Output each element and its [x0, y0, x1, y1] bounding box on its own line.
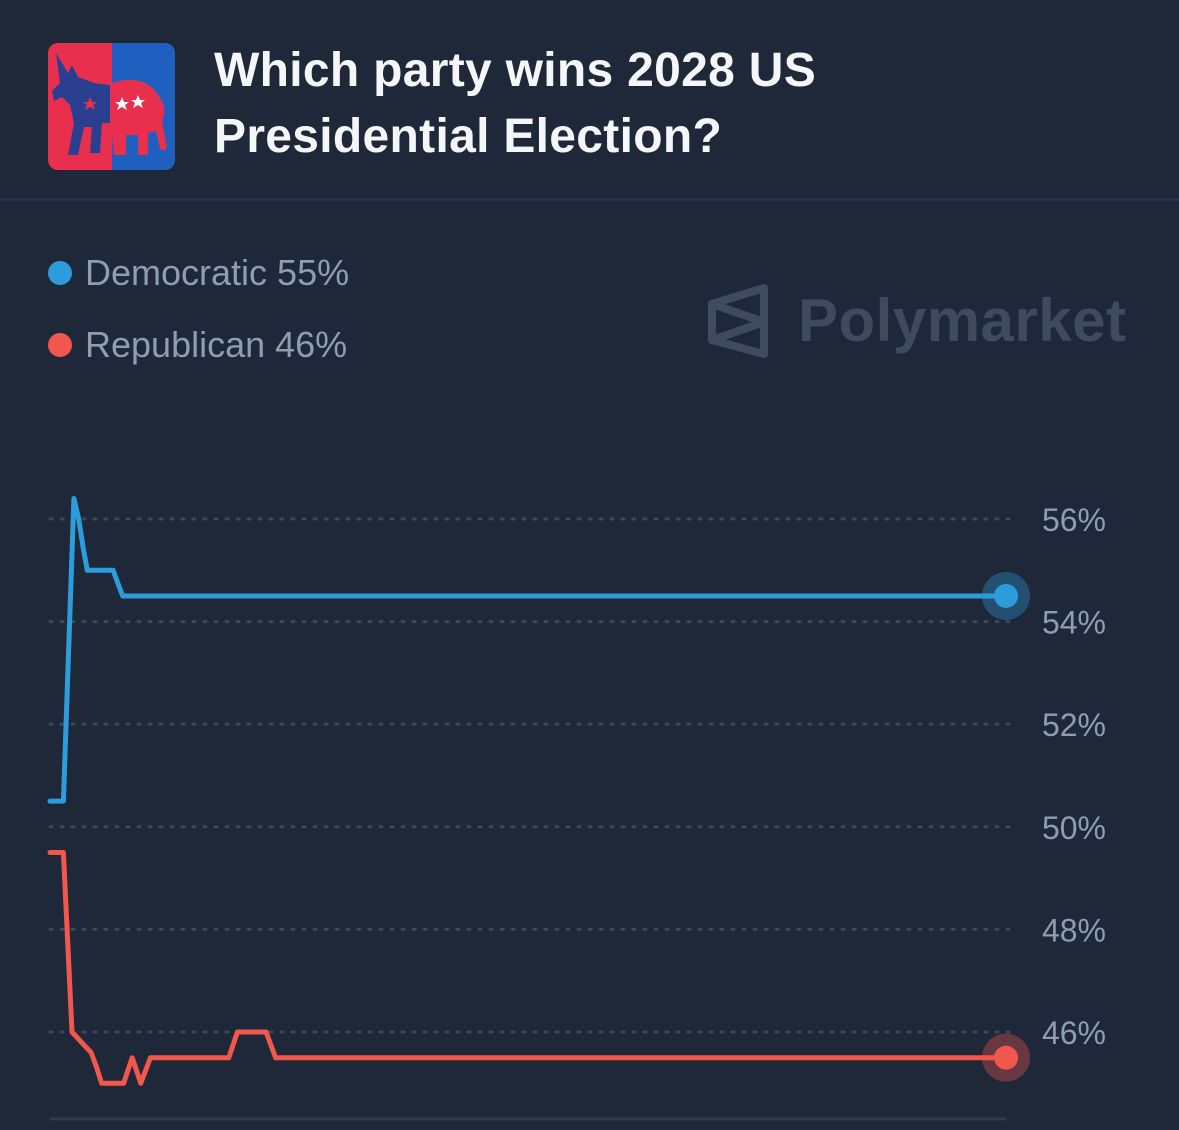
- y-axis-ticks: 56% 54% 52% 50% 48% 46%: [1042, 502, 1106, 1051]
- legend-series-name: Republican: [85, 324, 266, 365]
- market-header: Which party wins 2028 US Presidential El…: [0, 0, 1179, 201]
- legend-series-value: 46%: [275, 324, 348, 365]
- legend-series-name: Democratic: [85, 252, 268, 293]
- grid-lines: [48, 517, 1016, 1034]
- y-tick-label: 54%: [1042, 605, 1106, 641]
- legend-dot-democratic: [48, 261, 72, 285]
- y-tick-label: 56%: [1042, 502, 1106, 538]
- legend-series-value: 55%: [277, 252, 350, 293]
- brand-name: Polymarket: [798, 286, 1127, 354]
- legend-item-republican[interactable]: Republican 46%: [48, 316, 349, 374]
- chart-legend: Democratic 55% Republican 46%: [48, 244, 349, 388]
- polymarket-watermark: Polymarket: [706, 282, 1127, 358]
- series-line-republican: [47, 850, 1009, 1086]
- legend-label: Democratic 55%: [85, 252, 349, 294]
- series-endpoint-republican[interactable]: [994, 1045, 1018, 1070]
- y-tick-label: 52%: [1042, 707, 1106, 743]
- donkey-elephant-icon[interactable]: [48, 43, 175, 170]
- series-line-democratic: [47, 496, 1009, 804]
- legend-dot-republican: [48, 333, 72, 357]
- series-lines: [47, 496, 1030, 1086]
- y-tick-label: 50%: [1042, 810, 1106, 846]
- series-endpoint-democratic[interactable]: [994, 583, 1018, 608]
- polymarket-logo-icon: [708, 284, 768, 358]
- y-tick-label: 46%: [1042, 1015, 1106, 1051]
- y-tick-label: 48%: [1042, 912, 1106, 948]
- legend-label: Republican 46%: [85, 324, 347, 366]
- page-title: Which party wins 2028 US Presidential El…: [214, 44, 817, 163]
- legend-item-democratic[interactable]: Democratic 55%: [48, 244, 349, 302]
